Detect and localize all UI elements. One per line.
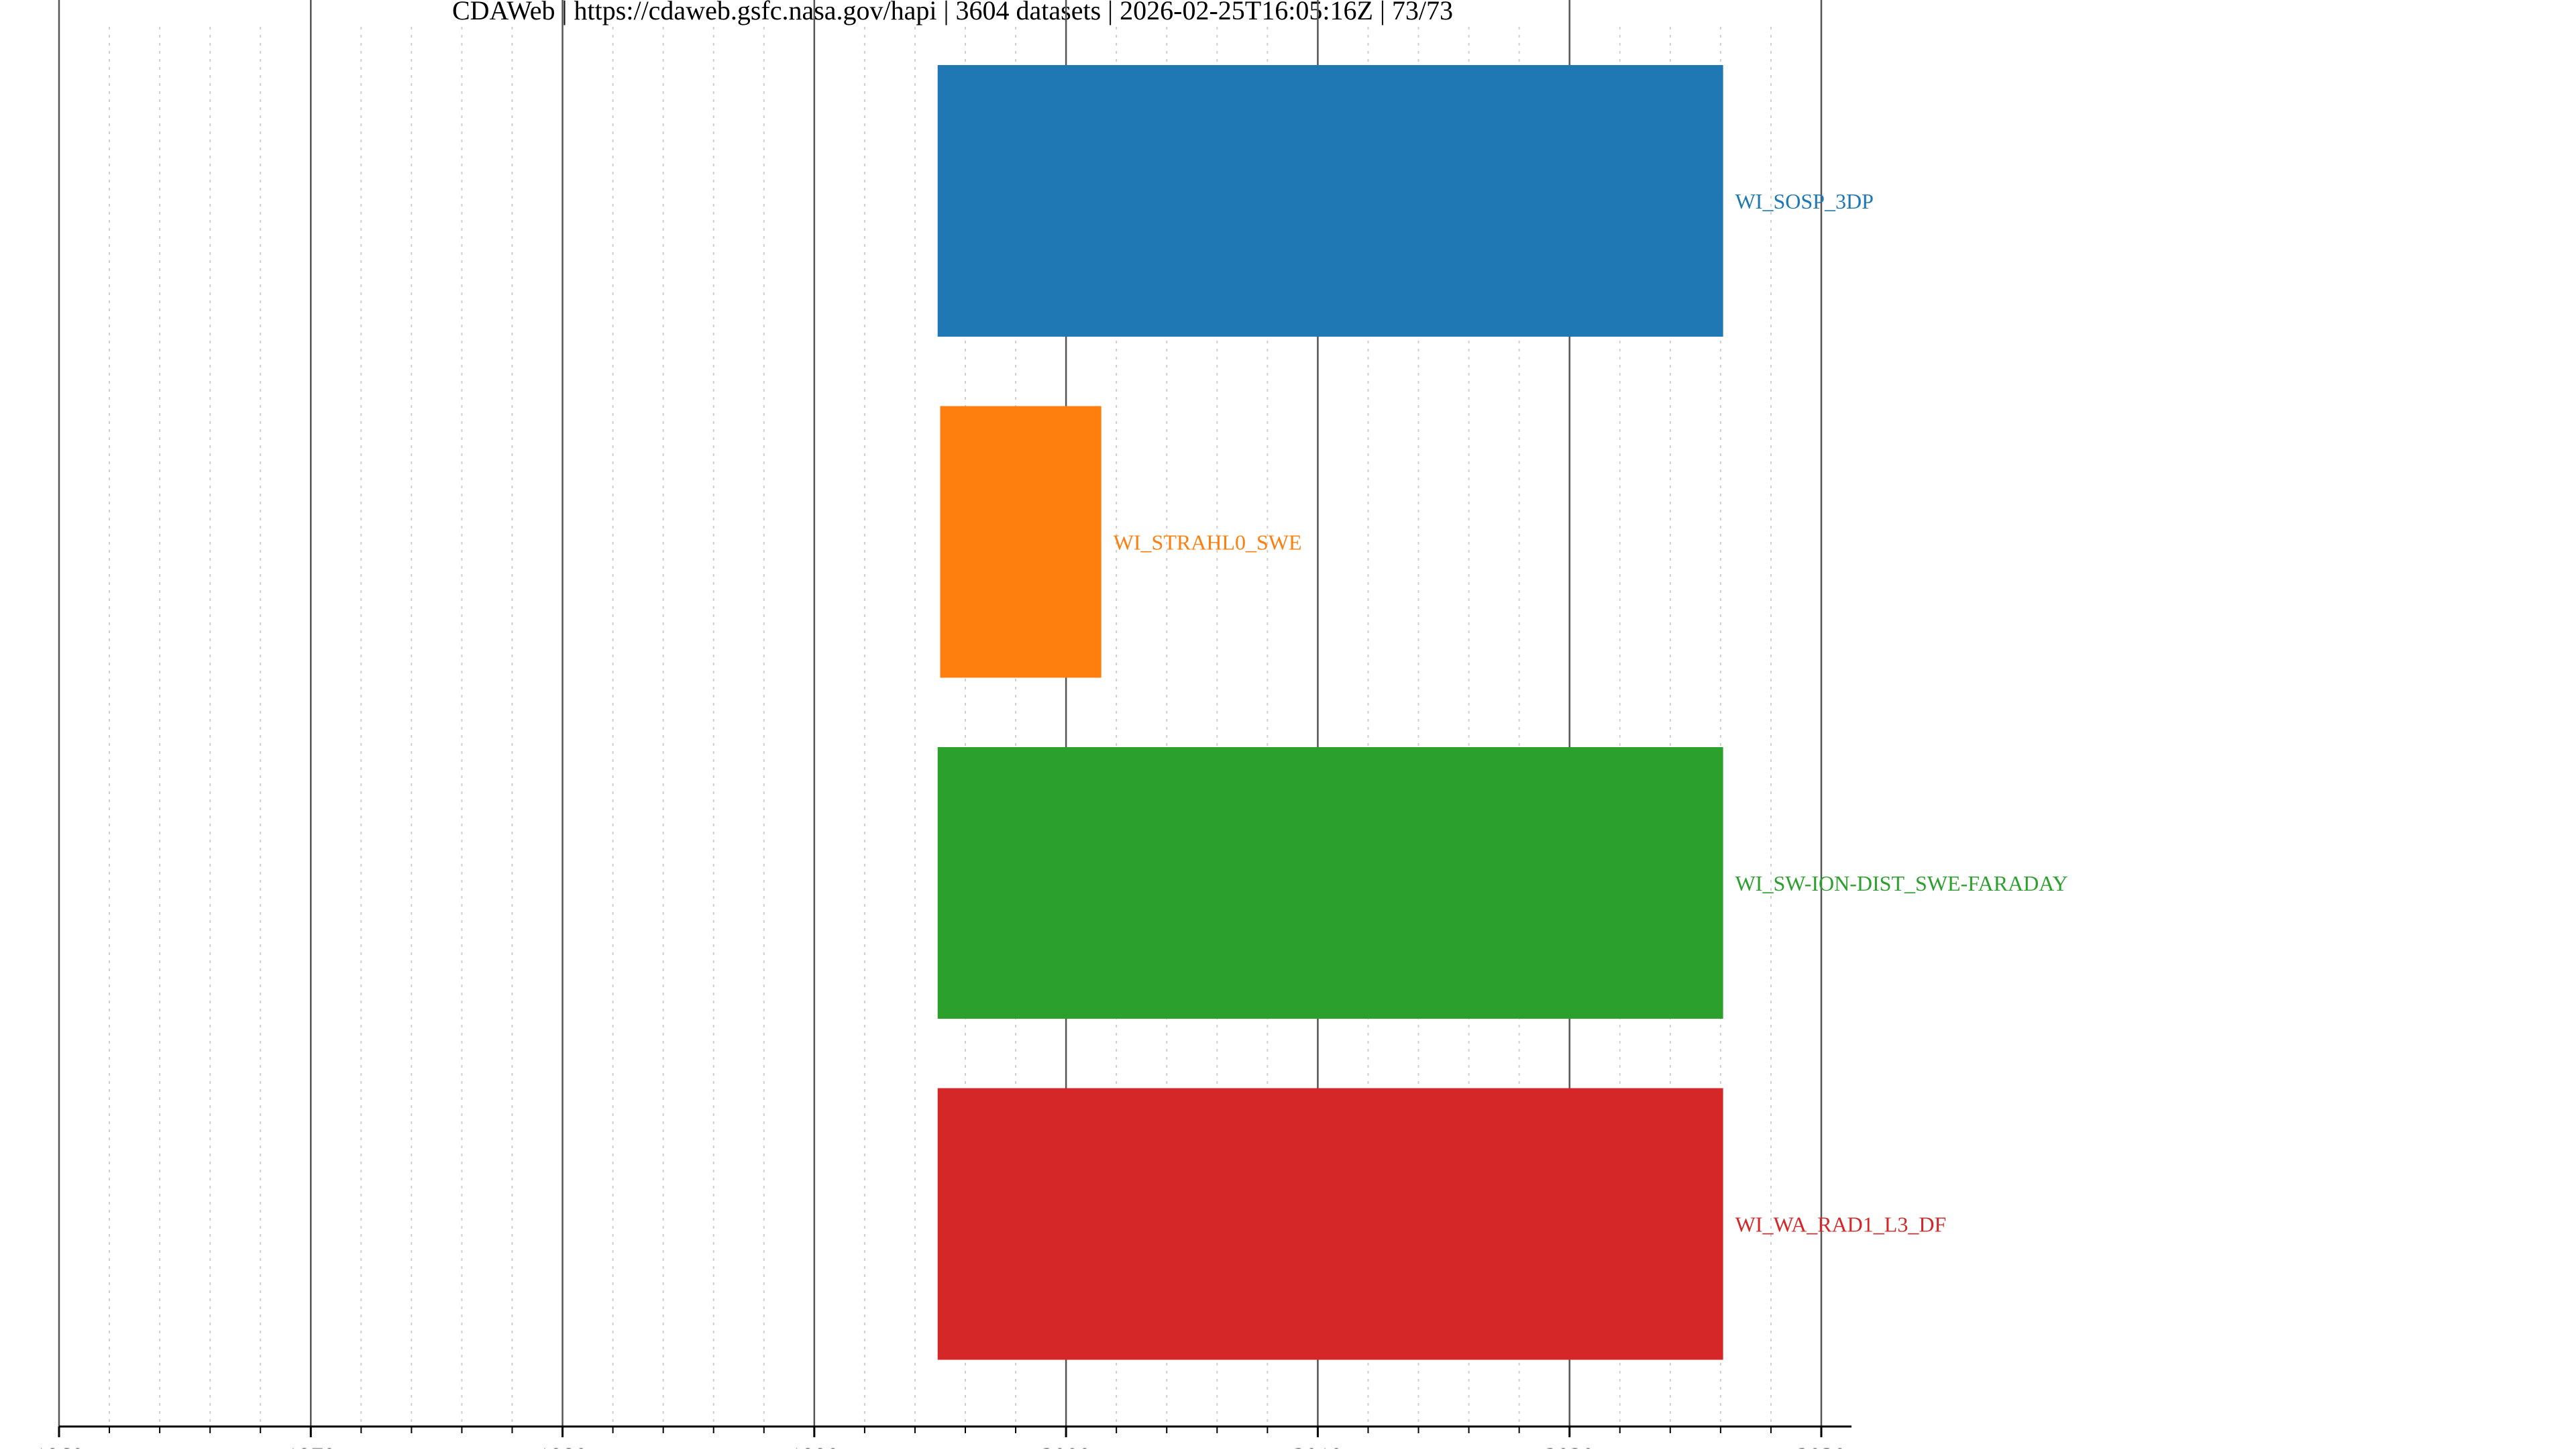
- bar-label: WI_WA_RAD1_L3_DF: [1735, 1213, 1947, 1237]
- x-tick-label: 2020: [1545, 1443, 1595, 1449]
- x-tick-label: 1990: [790, 1443, 839, 1449]
- timeline-bar: [937, 1088, 1723, 1360]
- x-tick-label: 2010: [1293, 1443, 1342, 1449]
- timeline-bar: [940, 406, 1102, 678]
- x-axis: 1960 1970 1980 1990 2000 2010 2020 2030: [34, 1425, 1851, 1452]
- x-tick-label: 2000: [1041, 1443, 1091, 1449]
- bar-label: WI_SW-ION-DIST_SWE-FARADAY: [1735, 871, 2068, 895]
- timeline-bar: [937, 747, 1723, 1019]
- x-tick-label: 2030: [1796, 1443, 1846, 1449]
- bars-layer: WI_SOSP_3DP WI_STRAHL0_SWE WI_SW-ION-DIST_…: [937, 65, 2068, 1360]
- chart-title: CDAWeb | https://cdaweb.gsfc.nasa.gov/ha…: [452, 0, 1453, 25]
- timeline-bar: [937, 65, 1723, 337]
- bar-label: WI_STRAHL0_SWE: [1114, 530, 1302, 555]
- bar-label: WI_SOSP_3DP: [1735, 189, 1874, 213]
- x-tick-label: 1980: [538, 1443, 588, 1449]
- x-tick-label: 1970: [286, 1443, 335, 1449]
- x-tick-label: 1960: [34, 1443, 84, 1449]
